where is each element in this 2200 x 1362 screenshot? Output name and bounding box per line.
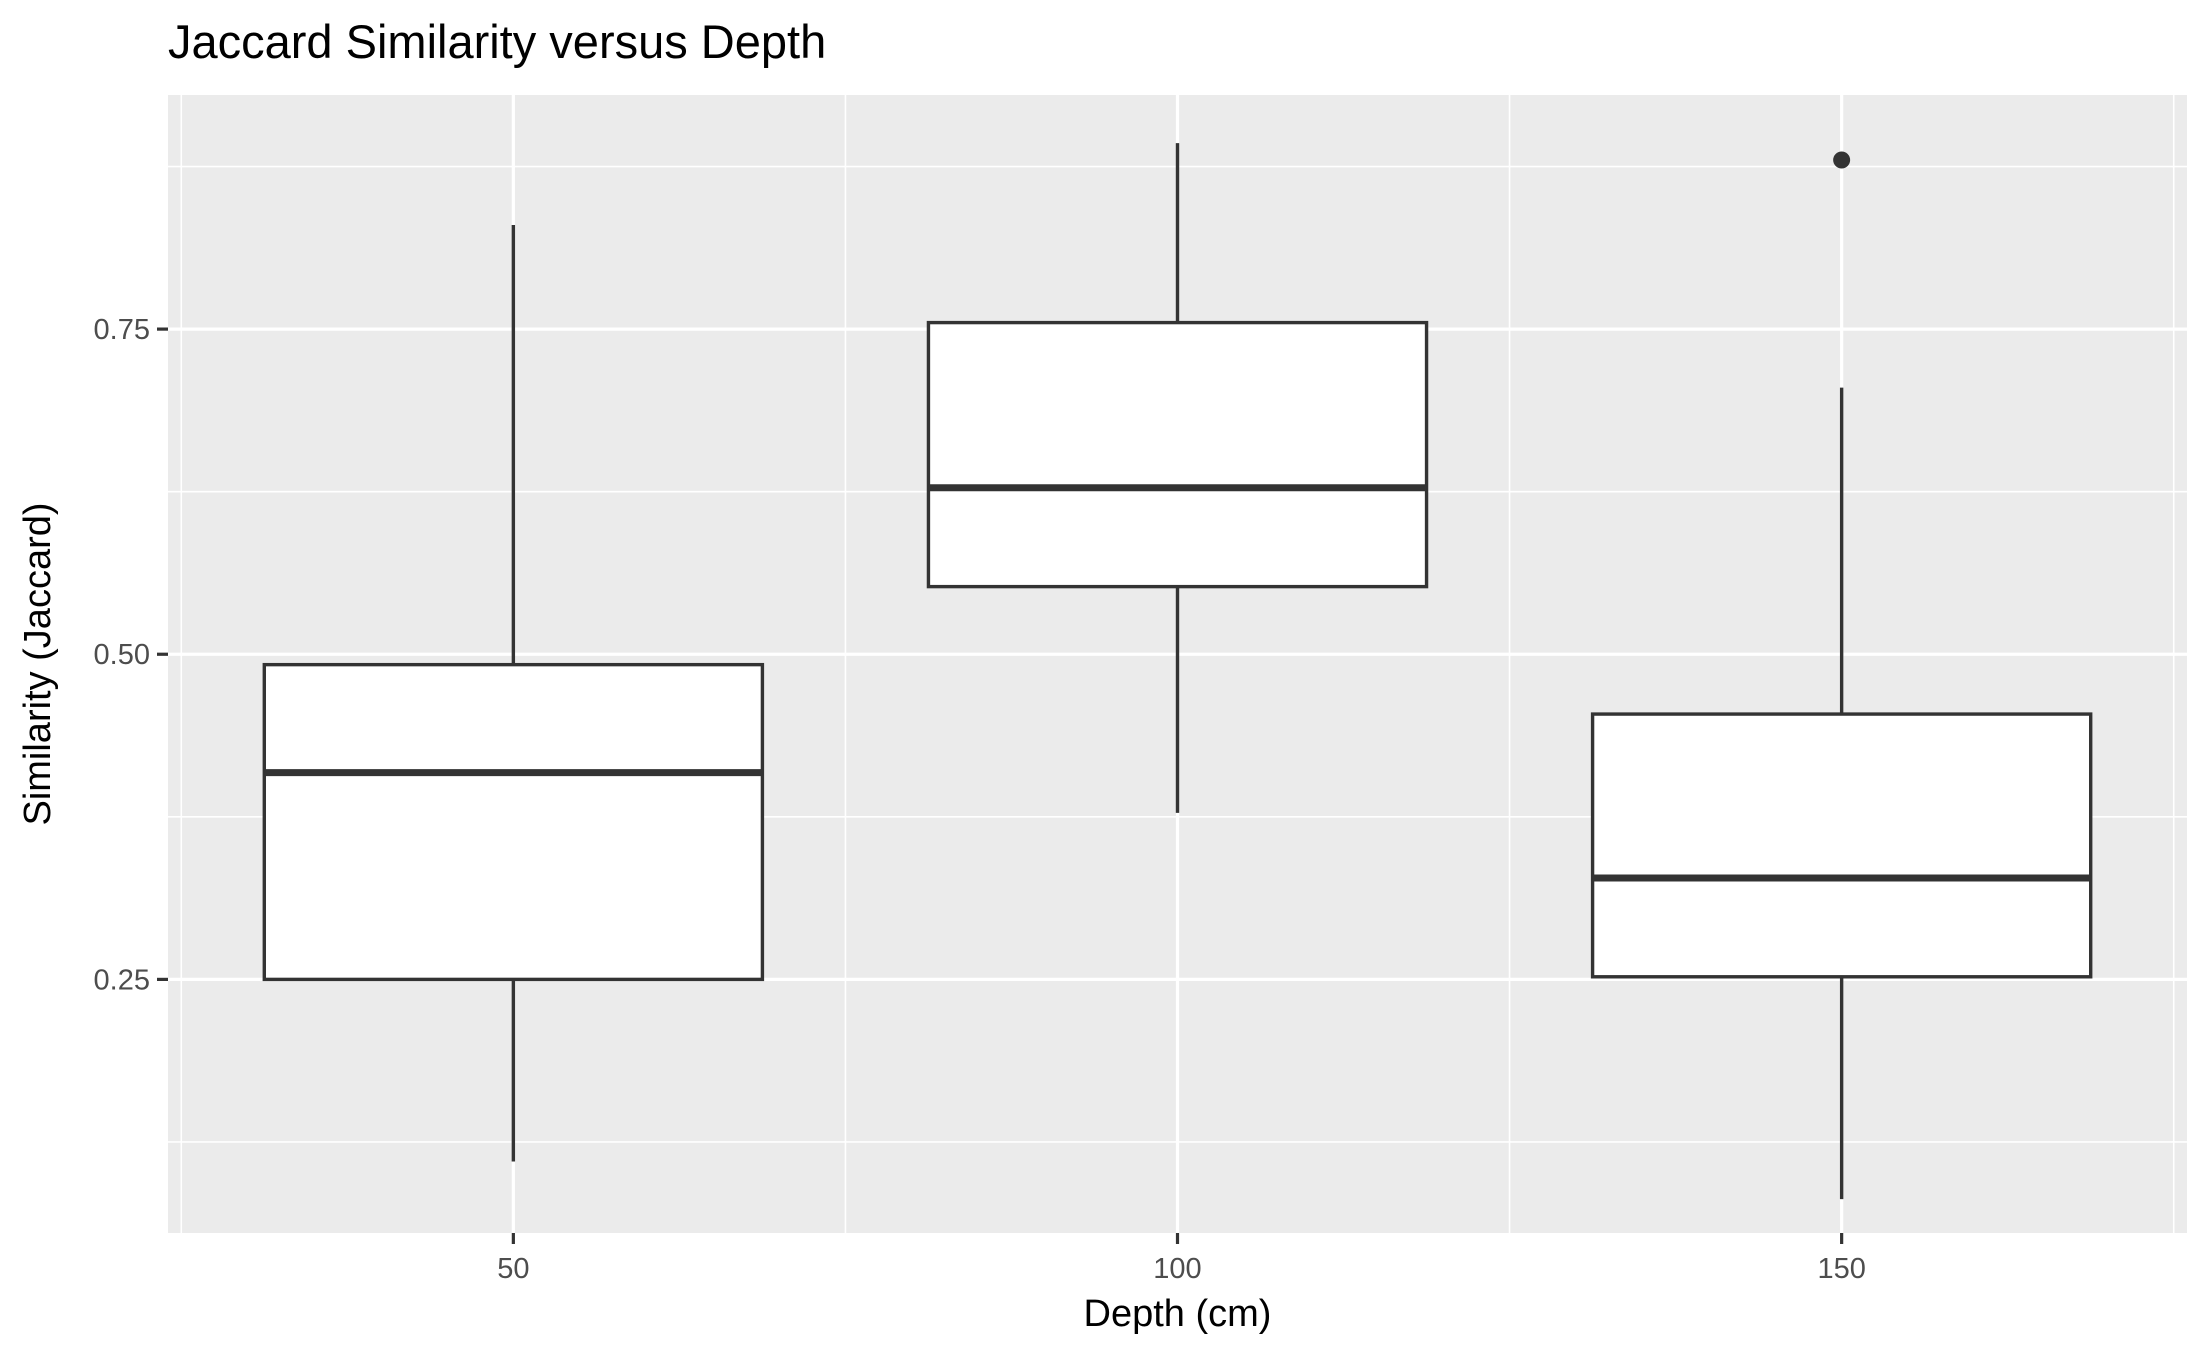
x-axis-title: Depth (cm) (1084, 1293, 1272, 1335)
box-group-150 (1590, 151, 2093, 1200)
box-iqr (926, 320, 1429, 589)
outlier-point (1833, 151, 1851, 169)
box-layer (262, 143, 2093, 1200)
y-tick-label: 0.75 (94, 314, 150, 346)
y-axis-title: Similarity (Jaccard) (17, 502, 59, 825)
x-tick-label: 50 (497, 1253, 529, 1285)
box-iqr (262, 662, 765, 982)
y-tick-label: 0.50 (94, 639, 150, 671)
box-group-50 (262, 225, 765, 1162)
x-tick-label: 150 (1817, 1253, 1865, 1285)
chart-title: Jaccard Similarity versus Depth (168, 15, 826, 68)
axes: 0.25 0.50 0.75 50 100 150 (94, 314, 1866, 1285)
box-iqr (1590, 712, 2093, 979)
y-tick-label: 0.25 (94, 964, 150, 996)
box-group-100 (926, 143, 1429, 813)
x-tick-label: 100 (1153, 1253, 1201, 1285)
